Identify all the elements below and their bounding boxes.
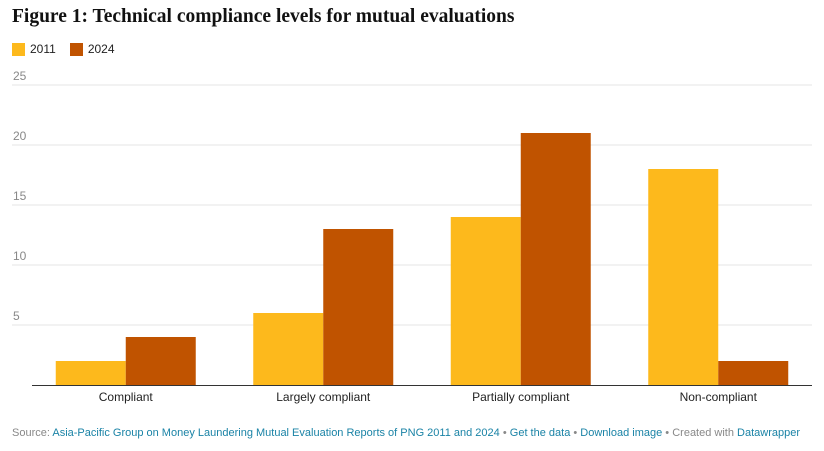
source-label: Source: (12, 427, 50, 439)
get-data-link[interactable]: Get the data (509, 427, 571, 439)
bar-2011-non-compliant (648, 169, 719, 385)
legend-swatch-2024 (69, 42, 83, 56)
source-link[interactable]: Asia-Pacific Group on Money Laundering M… (52, 427, 500, 439)
footer: Source: Asia-Pacific Group on Money Laun… (12, 427, 800, 439)
x-category-label: Non-compliant (680, 390, 758, 404)
legend-label-2024: 2024 (87, 42, 115, 56)
bar-2011-compliant (55, 361, 126, 385)
y-tick-label: 25 (13, 69, 27, 83)
y-tick-label: 10 (13, 249, 27, 263)
created-with-text: Created with (672, 427, 734, 439)
datawrapper-link[interactable]: Datawrapper (737, 427, 801, 439)
legend-label-2011: 2011 (30, 42, 56, 56)
chart-title: Figure 1: Technical compliance levels fo… (12, 6, 515, 27)
x-category-label: Partially compliant (472, 390, 570, 404)
legend-item-2024: 2024 (69, 42, 115, 56)
footer-separator: • (573, 427, 578, 439)
x-category-label: Largely compliant (276, 390, 371, 404)
footer-separator: • (665, 427, 670, 439)
bar-2024-largely-compliant (323, 229, 394, 385)
bar-2024-compliant (125, 337, 196, 385)
download-image-link[interactable]: Download image (580, 427, 663, 439)
footer-separator: • (502, 427, 507, 439)
legend: 2011 2024 (12, 42, 115, 56)
y-tick-label: 20 (13, 129, 27, 143)
bar-2024-partially-compliant (520, 133, 591, 385)
bar-2011-largely-compliant (253, 313, 324, 385)
bar-2011-partially-compliant (450, 217, 521, 385)
legend-item-2011: 2011 (12, 42, 56, 56)
x-category-label: Compliant (99, 390, 154, 404)
bar-2024-non-compliant (718, 361, 789, 385)
legend-swatch-2011 (12, 42, 25, 56)
y-tick-label: 15 (13, 189, 27, 203)
y-tick-label: 5 (13, 309, 20, 323)
